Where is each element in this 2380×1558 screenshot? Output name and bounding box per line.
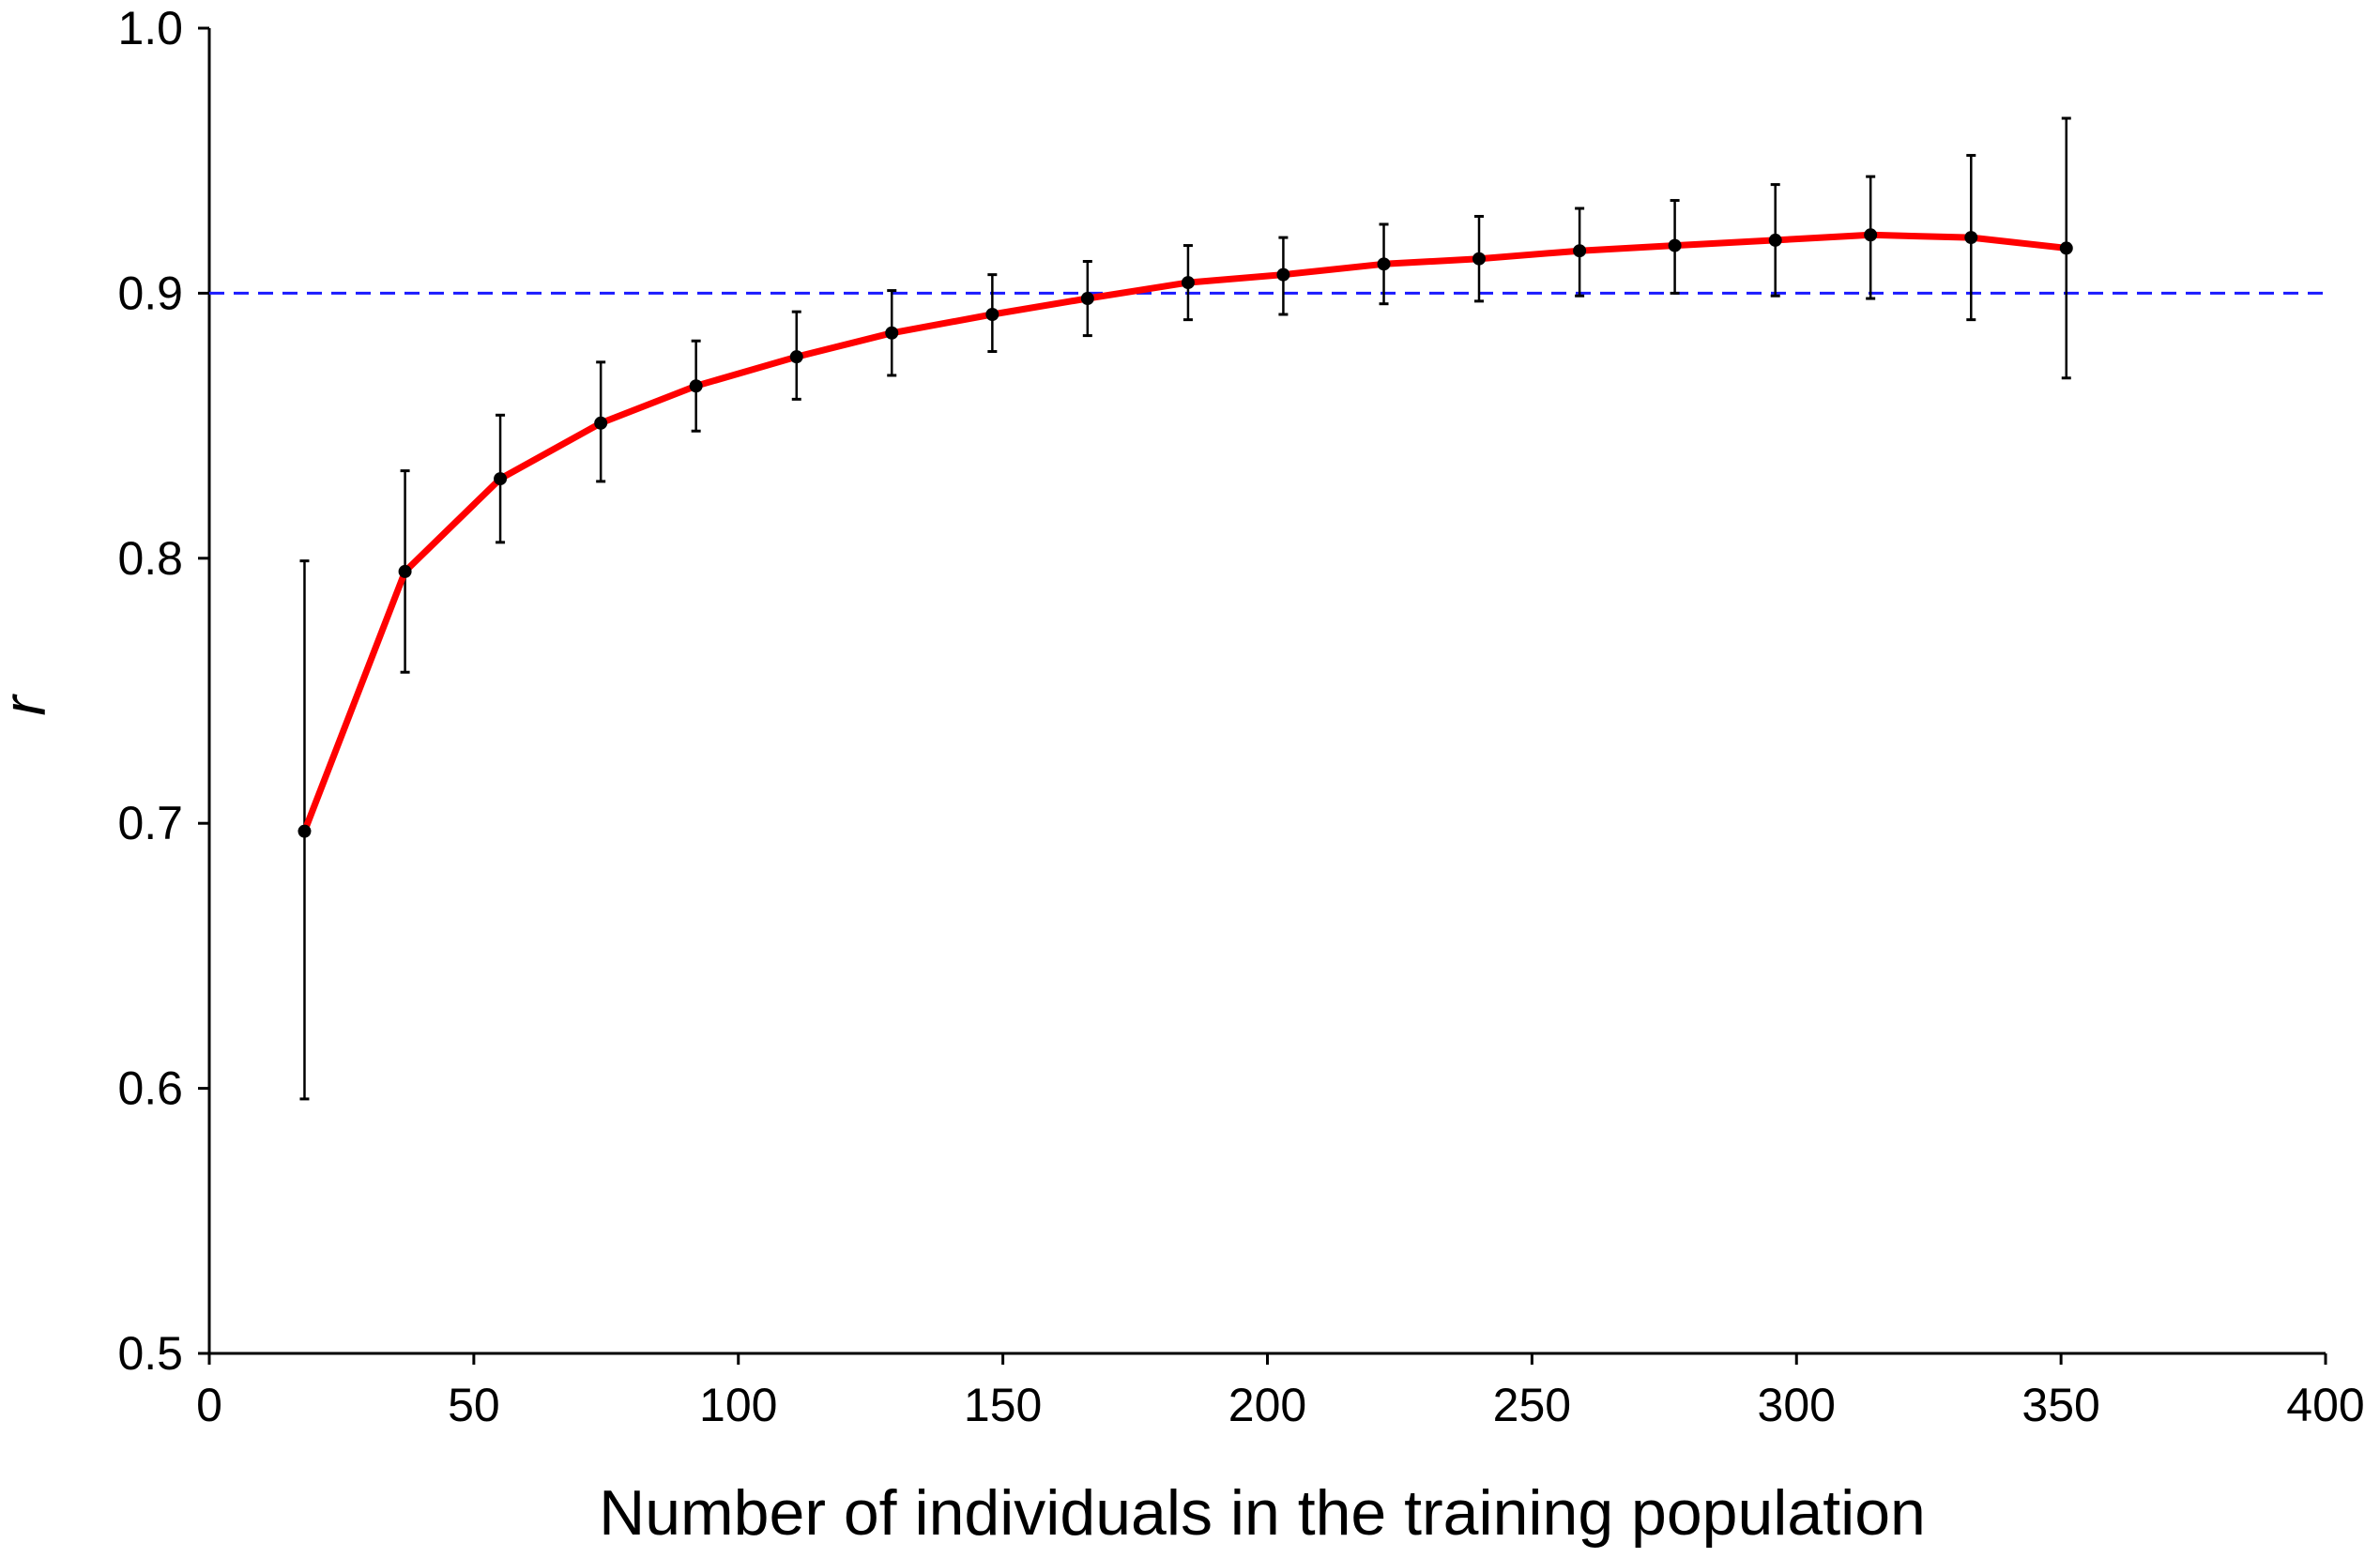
y-tick-label: 0.5	[117, 1327, 183, 1380]
data-point	[2059, 241, 2073, 255]
x-tick-label: 250	[1493, 1379, 1571, 1431]
data-point	[885, 326, 899, 340]
data-point	[1377, 257, 1391, 271]
series-group	[301, 231, 2070, 835]
axes	[207, 28, 2326, 1355]
data-point	[689, 379, 703, 393]
data-point	[1573, 244, 1587, 258]
y-tick-label: 0.6	[117, 1062, 183, 1115]
x-tick-label: 200	[1228, 1379, 1306, 1431]
x-tick-label: 350	[2021, 1379, 2099, 1431]
y-tick-label: 0.9	[117, 267, 183, 319]
data-point	[1472, 252, 1486, 266]
data-point	[1080, 292, 1094, 306]
data-point	[789, 350, 803, 364]
ticks: 0 50 100 150 200 250 300 350 400 0.5 0.6 0.7 0.8 0.9 1…	[117, 2, 2364, 1431]
x-tick-label: 300	[1758, 1379, 1836, 1431]
y-tick-label: 0.8	[117, 532, 183, 585]
x-tick-label: 100	[699, 1379, 777, 1431]
series-line	[301, 231, 2070, 835]
data-point	[985, 307, 999, 321]
x-tick-label: 400	[2286, 1379, 2364, 1431]
x-axis-label: Number of individuals in the training po…	[599, 1477, 1926, 1549]
data-point	[298, 824, 312, 838]
data-point	[1864, 228, 1878, 242]
data-point	[1668, 238, 1682, 252]
error-bars	[299, 116, 2071, 1101]
data-point	[594, 416, 608, 430]
x-tick-label: 0	[196, 1379, 222, 1431]
data-points	[298, 228, 2073, 838]
data-point	[398, 564, 412, 578]
x-tick-label: 150	[964, 1379, 1042, 1431]
x-tick-label: 50	[448, 1379, 500, 1431]
data-point	[1768, 233, 1782, 247]
y-axis-label: r	[0, 694, 58, 716]
y-tick-label: 1.0	[117, 2, 183, 54]
data-point	[1276, 267, 1290, 282]
data-point	[494, 472, 508, 486]
data-point	[1181, 276, 1195, 290]
y-tick-label: 0.7	[117, 797, 183, 849]
data-point	[1964, 231, 1978, 245]
